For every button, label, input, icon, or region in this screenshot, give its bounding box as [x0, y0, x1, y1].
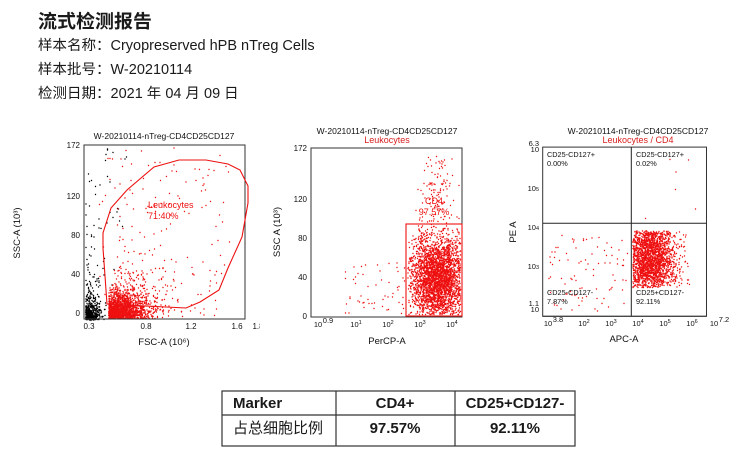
- svg-text:FSC-A (10⁶): FSC-A (10⁶): [138, 337, 189, 348]
- svg-text:80: 80: [71, 231, 80, 240]
- svg-text:71.40%: 71.40%: [148, 211, 179, 221]
- svg-text:SSC-A (10³): SSC-A (10³): [12, 207, 23, 258]
- svg-text:40: 40: [71, 270, 80, 279]
- svg-text:0: 0: [76, 309, 81, 318]
- svg-text:0.3: 0.3: [83, 322, 95, 331]
- svg-text:Leukocytes: Leukocytes: [364, 135, 410, 145]
- svg-text:1.2: 1.2: [185, 322, 197, 331]
- svg-text:W-20210114-nTreg-CD4CD25CD127: W-20210114-nTreg-CD4CD25CD127: [94, 131, 235, 141]
- svg-text:120: 120: [67, 192, 81, 201]
- svg-text:Leukocytes: Leukocytes: [148, 200, 194, 210]
- svg-text:172: 172: [67, 141, 81, 150]
- svg-text:0.8: 0.8: [140, 322, 152, 331]
- svg-text:1.6: 1.6: [231, 322, 243, 331]
- svg-text:1.8: 1.8: [252, 322, 260, 331]
